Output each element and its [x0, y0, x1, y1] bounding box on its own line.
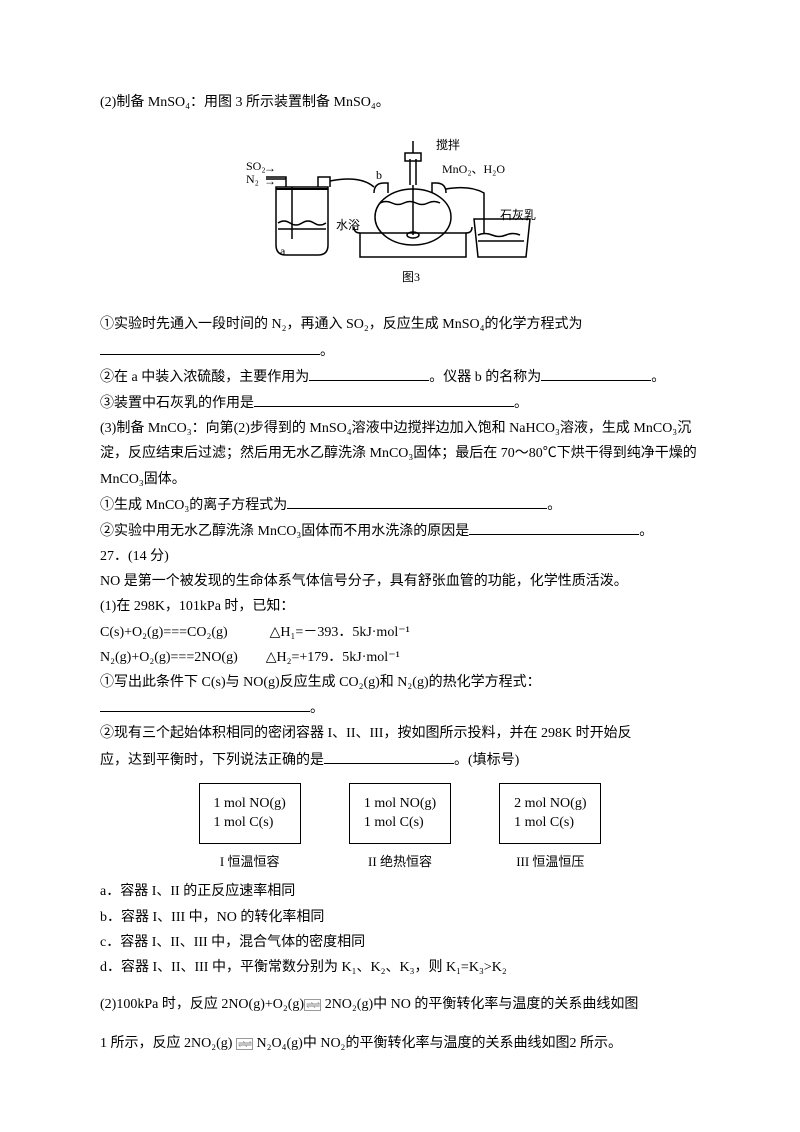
label-water: 水浴: [336, 218, 360, 232]
box1-line2: 1 mol C(s): [214, 813, 286, 833]
box-1: 1 mol NO(g)1 mol C(s) I 恒温恒容: [199, 783, 301, 874]
p27-s2-l1: (2)100kPa 时，反应 2NO(g)+O₂(g)⇌⇌ 2NO₂(g)中 N…: [100, 992, 700, 1017]
sec3-title: (3)制备 MnCO₃：向第(2)步得到的 MnSO₄溶液中边搅拌边加入饱和 N…: [100, 416, 700, 492]
blank[interactable]: [287, 492, 547, 509]
box2-line2: 1 mol C(s): [364, 813, 436, 833]
label-n2: N₂: [246, 172, 259, 186]
label-so2: SO₂: [246, 159, 266, 173]
label-b: b: [376, 168, 382, 182]
p27-intro: NO 是第一个被发现的生命体系气体信号分子，具有舒张血管的功能，化学性质活泼。: [100, 569, 700, 594]
p27-s2-l2: 1 所示，反应 2NO₂(g) ⇌⇌ N₂O₄(g)中 NO₂的平衡转化率与温度…: [100, 1031, 700, 1056]
opt-d: d．容器 I、II、III 中，平衡常数分别为 K₁、K₂、K₃，则 K₁=K₃…: [100, 955, 700, 980]
box2-line1: 1 mol NO(g): [364, 794, 436, 814]
p27-q2a: ②现有三个起始体积相同的密闭容器 I、II、III，按如图所示投料，并在 298…: [100, 721, 700, 746]
blank[interactable]: [100, 695, 310, 712]
sec2-title: (2)制备 MnSO₄：用图 3 所示装置制备 MnSO₄。: [100, 90, 700, 115]
sec3-q1: ①生成 MnCO₃的离子方程式为。: [100, 492, 700, 518]
blank[interactable]: [309, 364, 429, 381]
equilibrium-icon: ⇌⇌: [236, 1038, 253, 1050]
box1-line1: 1 mol NO(g): [214, 794, 286, 814]
box3-line1: 2 mol NO(g): [514, 794, 586, 814]
p27-eq2: N₂(g)+O₂(g)===2NO(g) △H₂=+179．5kJ·mol⁻¹: [100, 645, 700, 670]
box3-line2: 1 mol C(s): [514, 813, 586, 833]
blank[interactable]: [469, 518, 639, 535]
figure-3: SO₂ N₂ a 水浴 b 搅拌 MnO₂、H₂O 石灰乳 图3 → →: [100, 123, 700, 302]
blank[interactable]: [100, 338, 320, 355]
figure-caption: 图3: [402, 270, 420, 284]
page: (2)制备 MnSO₄：用图 3 所示装置制备 MnSO₄。: [0, 0, 800, 1132]
sec2-q3: ③装置中石灰乳的作用是。: [100, 390, 700, 416]
p27-s1-title: (1)在 298K，101kPa 时，已知：: [100, 594, 700, 619]
sec2-q1: ①实验时先通入一段时间的 N₂，再通入 SO₂，反应生成 MnSO₄的化学方程式…: [100, 312, 700, 337]
p27-q1: ①写出此条件下 C(s)与 NO(g)反应生成 CO₂(g)和 N₂(g)的热化…: [100, 670, 700, 695]
sec2-q2: ②在 a 中装入浓硫酸，主要作用为。仪器 b 的名称为。: [100, 364, 700, 390]
blank[interactable]: [254, 390, 514, 407]
box2-caption: II 绝热恒容: [349, 850, 451, 873]
p27-eq1: C(s)+O₂(g)===CO₂(g) △H₁=－393．5kJ·mol⁻¹: [100, 620, 700, 645]
box-3: 2 mol NO(g)1 mol C(s) III 恒温恒压: [499, 783, 601, 874]
label-mno2: MnO₂、H₂O: [442, 162, 505, 176]
label-stir: 搅拌: [436, 137, 460, 152]
equilibrium-icon: ⇌⇌: [304, 999, 321, 1011]
p27-q2b: 应，达到平衡时，下列说法正确的是。(填标号): [100, 747, 700, 773]
box3-caption: III 恒温恒压: [499, 850, 601, 873]
p27-q1-blank: 。: [100, 695, 700, 721]
box-2: 1 mol NO(g)1 mol C(s) II 绝热恒容: [349, 783, 451, 874]
container-boxes: 1 mol NO(g)1 mol C(s) I 恒温恒容 1 mol NO(g)…: [100, 783, 700, 874]
label-lime: 石灰乳: [500, 208, 536, 222]
opt-a: a．容器 I、II 的正反应速率相同: [100, 879, 700, 904]
blank[interactable]: [541, 364, 651, 381]
svg-text:→: →: [264, 174, 276, 188]
opt-b: b．容器 I、III 中，NO 的转化率相同: [100, 905, 700, 930]
label-a: a: [280, 244, 286, 258]
box1-caption: I 恒温恒容: [199, 850, 301, 873]
p27-title: 27．(14 分): [100, 544, 700, 569]
blank[interactable]: [324, 747, 454, 764]
sec2-q1-blank: 。: [100, 338, 700, 364]
opt-c: c．容器 I、II、III 中，混合气体的密度相同: [100, 930, 700, 955]
sec3-q2: ②实验中用无水乙醇洗涤 MnCO₃固体而不用水洗涤的原因是。: [100, 518, 700, 544]
svg-text:→: →: [264, 161, 276, 175]
